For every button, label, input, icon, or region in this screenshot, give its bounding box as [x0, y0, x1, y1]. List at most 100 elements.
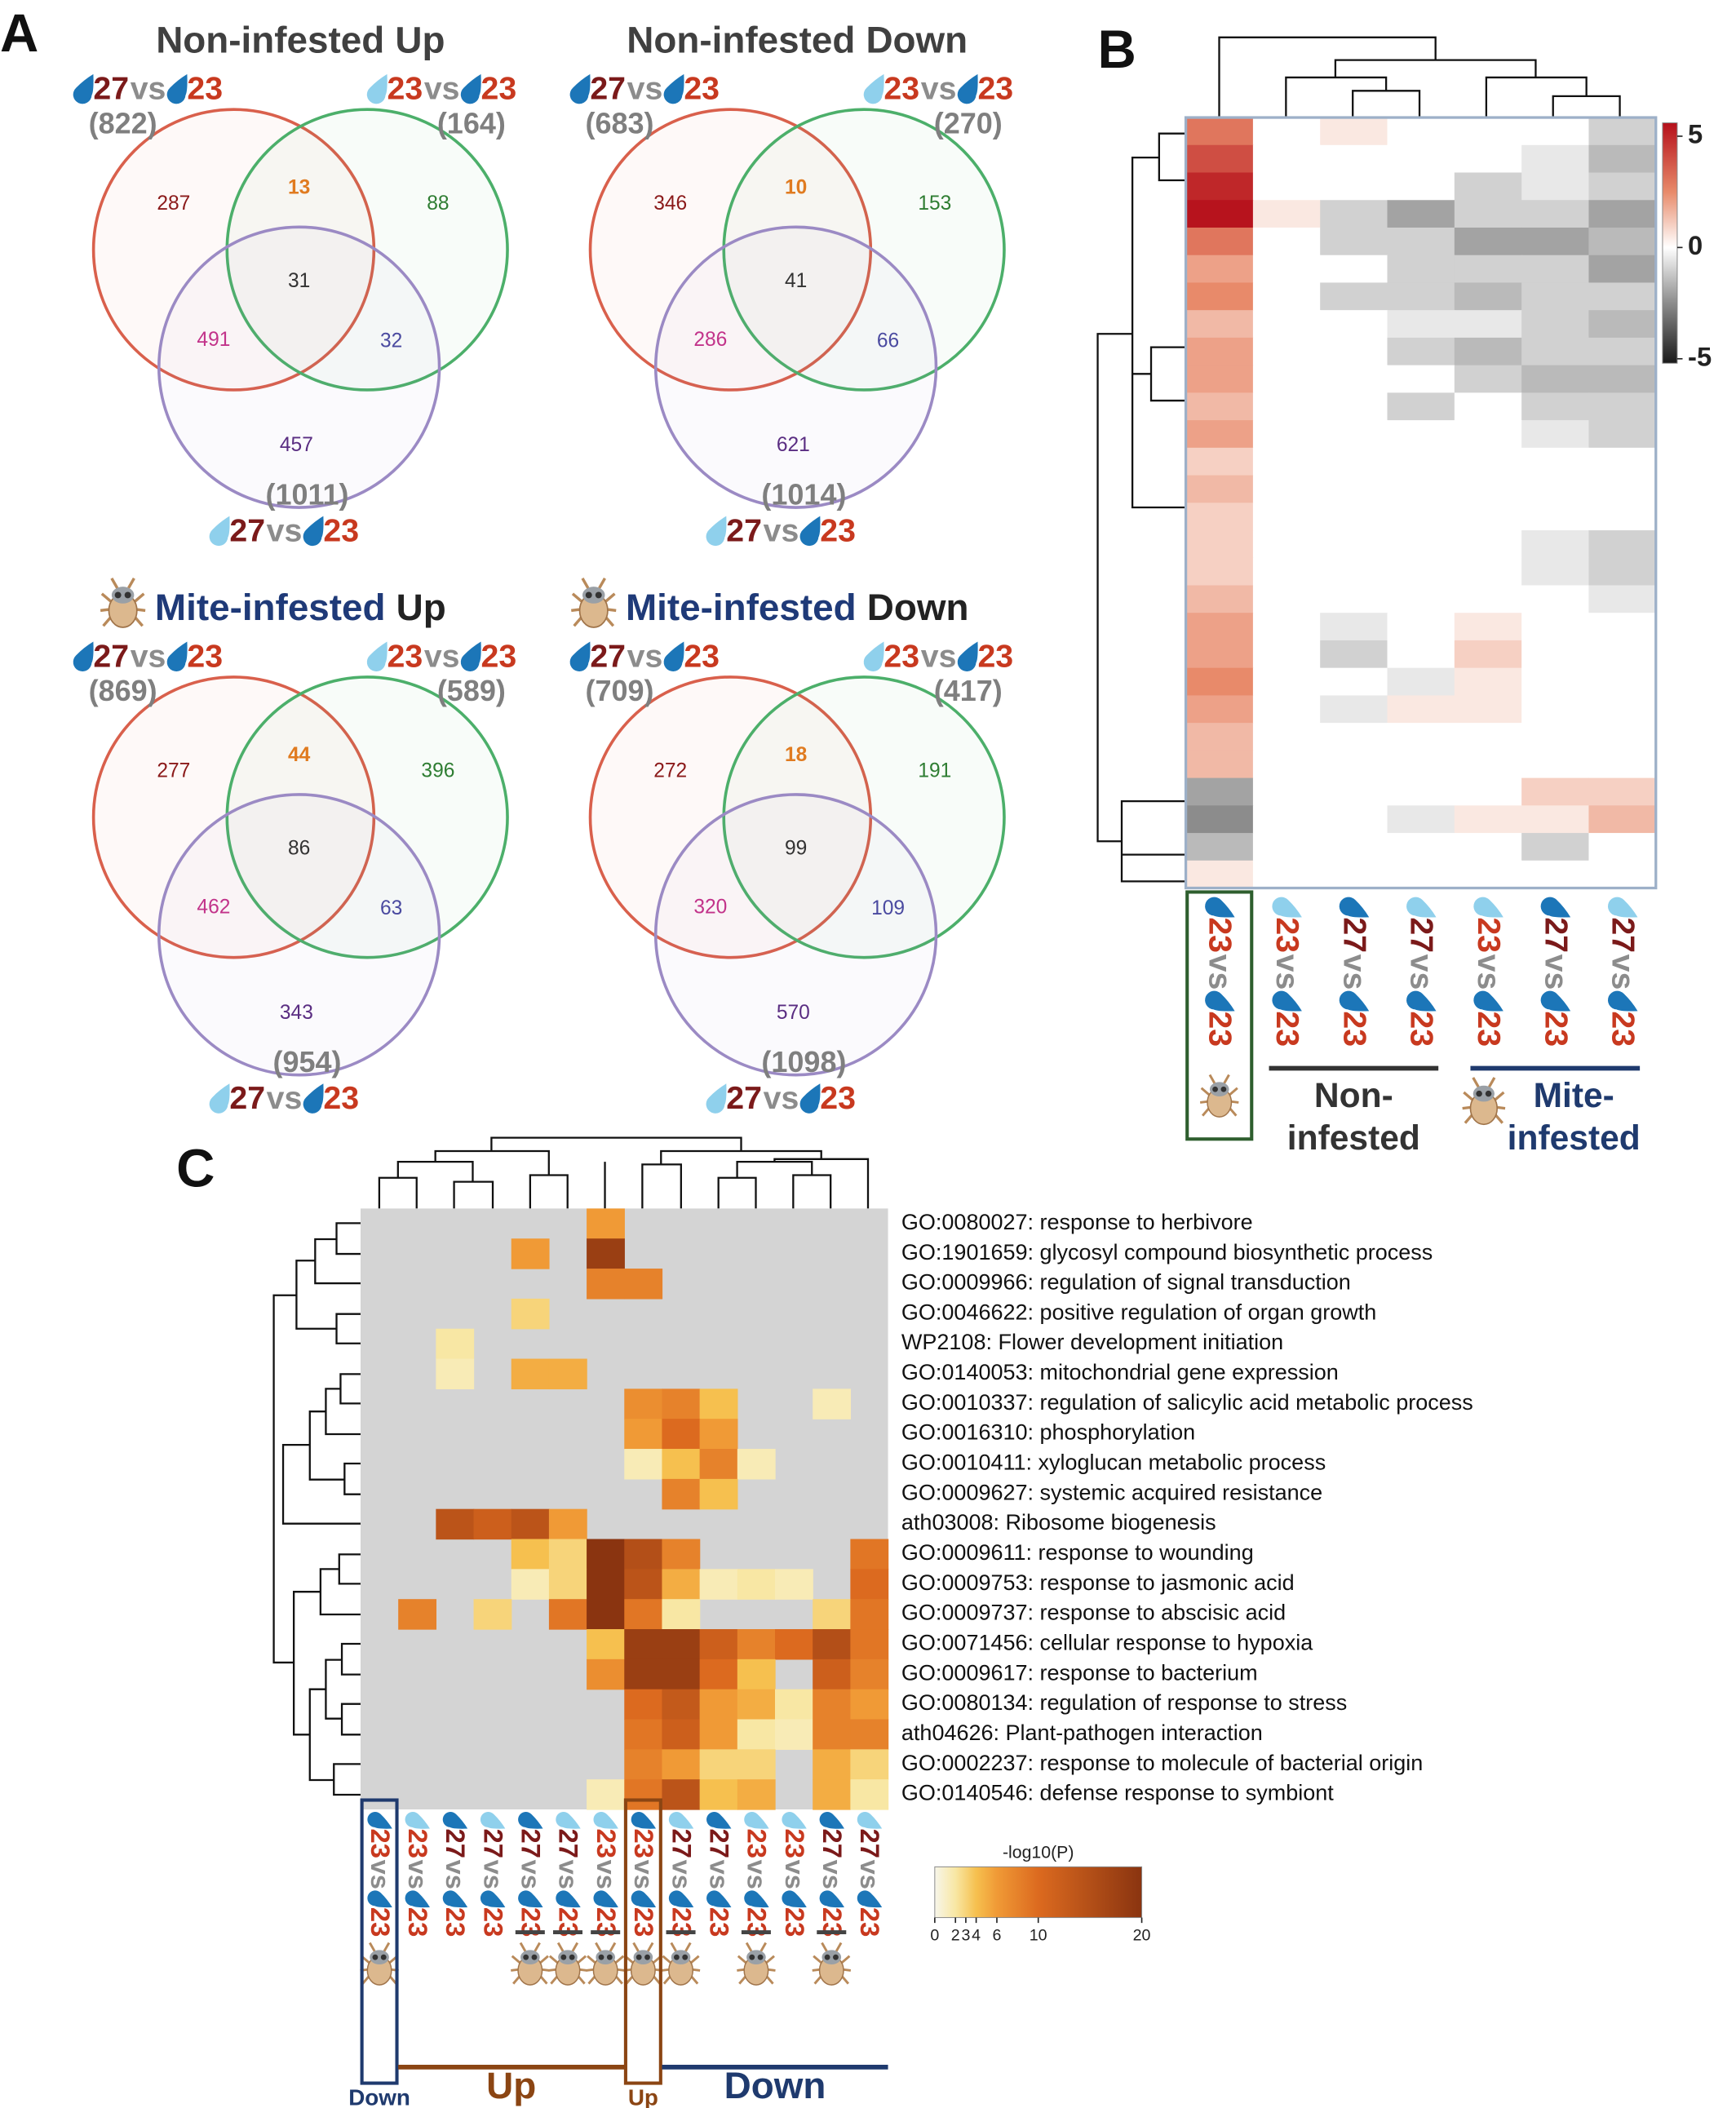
heatmap-cell [1454, 777, 1522, 806]
mite-eye [833, 1954, 839, 1960]
heatmap-cell [1588, 667, 1657, 697]
mite-eye [606, 1954, 613, 1960]
comparison-text: 23 [403, 1907, 433, 1937]
heatmap-cell [1185, 475, 1254, 503]
comparison-text: vs [441, 1860, 471, 1889]
heatmap-cell [548, 1508, 587, 1540]
heatmap-cell [1387, 310, 1455, 339]
heatmap-cell [587, 1539, 625, 1570]
mite-eye [560, 1954, 567, 1960]
region-count: 10 [785, 176, 807, 198]
heatmap-cell [813, 1388, 852, 1419]
mite-icon [100, 578, 146, 628]
mite-leg [1472, 1077, 1480, 1088]
heatmap-cell [775, 1719, 813, 1750]
heatmap-cell [1252, 613, 1321, 641]
heatmap-cell [1588, 557, 1657, 587]
heatmap-cell [1454, 585, 1522, 613]
heatmap-cell [1185, 667, 1254, 697]
heatmap-cell [1588, 447, 1657, 476]
comparison-text: 27 [1336, 917, 1372, 953]
drop-icon [1406, 990, 1437, 1012]
mite-leg [587, 1955, 597, 1964]
heatmap-cell [1252, 695, 1321, 724]
heatmap-cell [1185, 833, 1254, 861]
comparison-text: 23 [1471, 917, 1507, 953]
heatmap-cell [1252, 310, 1321, 339]
comparison-text: 23 [323, 512, 359, 548]
heatmap-cell [624, 1658, 663, 1690]
heatmap-cell [1320, 172, 1388, 201]
drop-icon [593, 1890, 618, 1908]
comparison-text: vs [131, 71, 166, 107]
row-dendrogram [1096, 132, 1186, 883]
heatmap-cell [850, 1779, 889, 1810]
comparison-text: 27 [666, 1829, 697, 1858]
group-label: Non- [1314, 1076, 1393, 1115]
heatmap-cell [1387, 172, 1455, 201]
mite-head [671, 1950, 691, 1965]
heatmap-cell [1588, 860, 1657, 889]
comparison-text: vs [1269, 954, 1305, 990]
heatmap-cell [1387, 530, 1455, 559]
mite-leg [548, 1955, 560, 1964]
region-count: 621 [777, 434, 810, 456]
heatmap-cell [699, 1478, 738, 1510]
heatmap-cell [850, 1599, 889, 1630]
heatmap-cell [1454, 475, 1522, 503]
mite-eye [531, 1954, 538, 1960]
heatmap-cell [699, 1719, 738, 1750]
heatmap-cell [1320, 860, 1388, 889]
heatmap-cell [1454, 337, 1522, 366]
heatmap-cell [1252, 282, 1321, 311]
heatmap-cell [624, 1569, 663, 1600]
row-label: GO:0016310: phosphorylation [901, 1420, 1195, 1445]
title-part: Mite-infested [626, 587, 857, 628]
heatmap-cell [511, 1539, 550, 1570]
heatmap-cell [1521, 585, 1590, 613]
heatmap-cell [1387, 227, 1455, 256]
group-box [1185, 890, 1254, 1141]
drop-icon [1272, 897, 1302, 918]
heatmap-cell [1588, 282, 1657, 311]
heatmap-cell [587, 1238, 625, 1269]
heatmap-cell [699, 1419, 738, 1450]
heatmap-cell [1185, 750, 1254, 779]
heatmap-cell [1454, 172, 1522, 201]
colorbar-tick-label: 20 [1133, 1927, 1151, 1945]
mite-leg [534, 1942, 541, 1952]
region-count: 570 [777, 1002, 810, 1024]
heatmap-cell [1185, 640, 1254, 669]
group-label: infested [1287, 1118, 1420, 1158]
heatmap-cell [1387, 503, 1455, 531]
heatmap-cell [662, 1599, 701, 1630]
heatmap-cell [1185, 585, 1254, 613]
comparison-text: vs [424, 638, 460, 674]
mite-icon [1199, 1074, 1239, 1118]
drop-icon [1205, 990, 1235, 1012]
heatmap-cell [511, 1358, 550, 1390]
row-label: GO:0009611: response to wounding [901, 1540, 1254, 1565]
comparison-text: vs [365, 1860, 396, 1889]
heatmap-cell [1320, 392, 1388, 421]
group-label: Up [486, 2065, 536, 2106]
mite-leg [646, 1942, 654, 1952]
comparison-text: vs [704, 1860, 734, 1889]
mite-leg [1463, 1091, 1474, 1102]
comparison-text: 27 [590, 71, 626, 107]
heatmap-cell [1588, 227, 1657, 256]
panel-label: C [176, 1138, 215, 1198]
heatmap-cell [511, 1238, 550, 1269]
heatmap-cell [1320, 777, 1388, 806]
heatmap-cell [813, 1719, 852, 1750]
region-count: 191 [918, 760, 951, 782]
mite-head [596, 1950, 615, 1965]
set-circle [722, 108, 1006, 392]
drop-icon [518, 1890, 543, 1908]
